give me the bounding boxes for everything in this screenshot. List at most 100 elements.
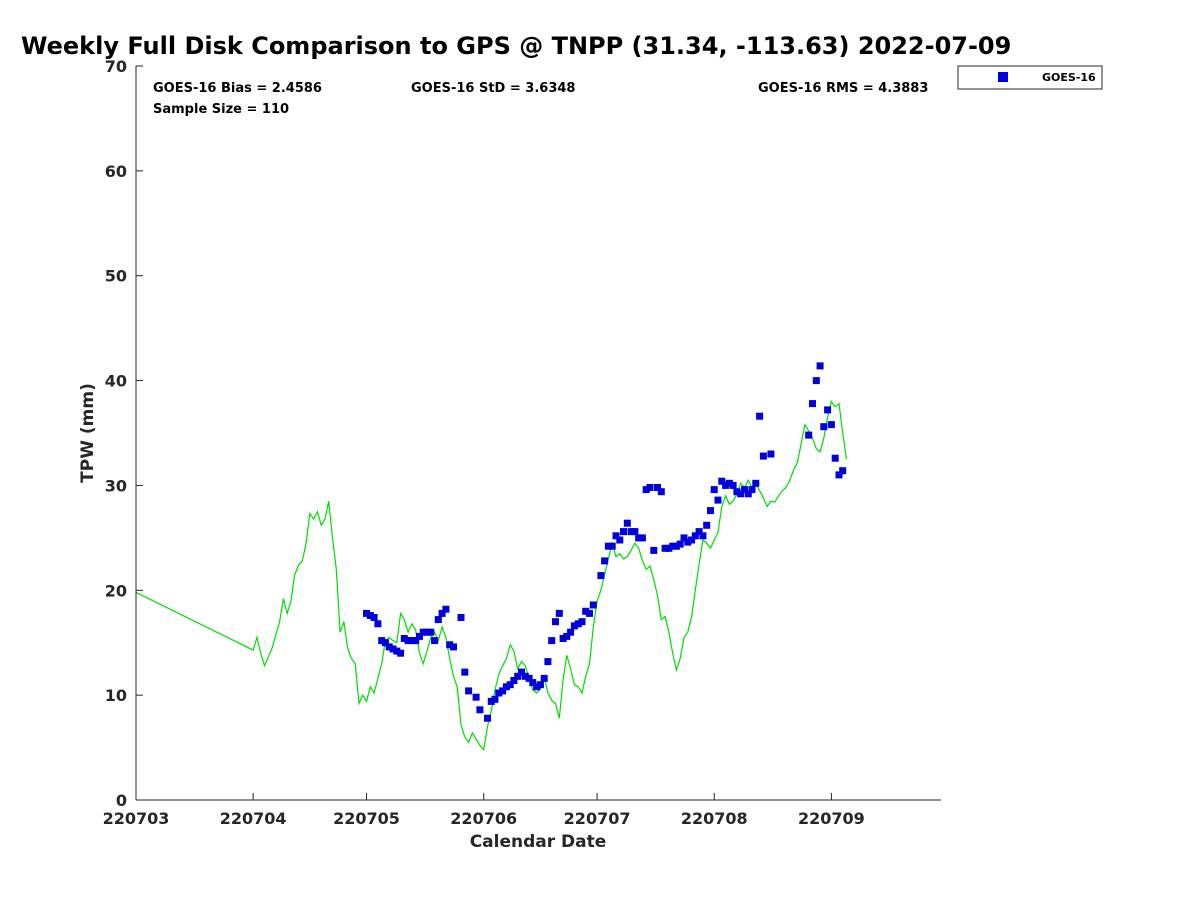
goes16-point: [491, 695, 499, 703]
goes16-point: [623, 519, 631, 527]
x-axis-label: Calendar Date: [470, 832, 607, 852]
goes16-point: [397, 649, 405, 657]
goes16-point: [748, 486, 756, 494]
goes16-point: [536, 681, 544, 689]
goes16-point: [722, 481, 730, 489]
goes16-point: [646, 484, 654, 491]
goes16-point: [570, 622, 578, 630]
goes16-point: [661, 544, 669, 552]
goes16-point: [378, 637, 386, 645]
goes16-point: [366, 612, 374, 619]
goes16-point: [642, 486, 650, 494]
x-tick-label: 220706: [450, 809, 517, 828]
goes16-point: [835, 471, 843, 479]
goes16-point: [752, 479, 760, 487]
goes16-point: [812, 377, 820, 385]
y-tick-label: 20: [105, 581, 127, 600]
goes16-point: [638, 534, 646, 542]
y-tick-label: 70: [105, 57, 127, 76]
goes16-point: [612, 532, 620, 540]
stat-rms: GOES-16 RMS = 4.3883: [758, 81, 928, 96]
legend-marker: [998, 72, 1008, 82]
goes16-point: [499, 687, 507, 695]
x-tick-label: 220704: [220, 809, 287, 828]
goes16-point: [431, 637, 439, 645]
goes16-point: [408, 637, 416, 645]
goes16-point: [650, 546, 658, 554]
goes16-point: [718, 477, 726, 485]
goes16-point: [688, 536, 696, 544]
goes16-point: [446, 641, 454, 649]
y-tick-label: 0: [116, 791, 127, 810]
axes: [135, 66, 941, 801]
goes16-point: [540, 674, 548, 682]
goes16-point: [831, 454, 839, 462]
goes16-point: [434, 616, 442, 624]
goes16-point: [669, 542, 677, 550]
goes16-point: [389, 645, 397, 653]
goes16-point: [385, 643, 393, 651]
goes16-point: [616, 536, 624, 544]
x-tick-label: 220705: [333, 809, 400, 828]
goes16-point: [707, 507, 714, 515]
goes16-point: [363, 609, 370, 617]
goes16-point: [680, 534, 688, 542]
goes16-point: [756, 412, 764, 420]
goes16-point: [552, 618, 559, 626]
y-ticks: 0 10 20 30 40 50 60 70: [105, 57, 143, 810]
goes16-point: [759, 452, 767, 460]
x-tick-label: 220707: [564, 809, 631, 828]
goes16-point: [654, 484, 661, 491]
goes16-point: [627, 528, 635, 536]
goes16-point: [506, 681, 514, 689]
goes16-point: [423, 628, 431, 636]
goes16-point: [548, 637, 556, 645]
stat-bias: GOES-16 Bias = 2.4586: [153, 81, 322, 96]
goes16-point: [518, 668, 525, 676]
x-tick-label: 220708: [681, 809, 748, 828]
goes16-point: [427, 628, 435, 636]
goes16-point: [608, 542, 616, 550]
legend: GOES-16: [957, 65, 1103, 90]
goes16-point: [578, 618, 586, 626]
goes16-point: [703, 521, 711, 529]
goes16-point: [620, 528, 627, 536]
x-tick-label: 220709: [798, 809, 865, 828]
goes16-point: [416, 632, 423, 640]
goes16-point: [567, 628, 575, 636]
y-tick-label: 40: [105, 372, 127, 391]
goes16-point: [809, 400, 816, 408]
goes16-point: [438, 609, 446, 617]
goes16-point: [691, 532, 699, 540]
goes16-point: [733, 488, 741, 496]
x-tick-label: 220703: [103, 809, 170, 828]
x-ticks: 220703 220704 220705 220706 220707 220708 2207…: [103, 793, 865, 828]
goes16-point: [381, 639, 389, 647]
goes16-point: [824, 406, 832, 414]
goes16-point: [710, 486, 718, 494]
plot-area: [135, 362, 848, 752]
goes16-point: [597, 572, 605, 580]
gps-tpw-line: [135, 400, 848, 752]
y-tick-label: 60: [105, 162, 127, 181]
goes16-point: [495, 689, 503, 697]
goes16-point: [374, 620, 382, 628]
goes16-point: [404, 637, 412, 645]
legend-box: [957, 65, 1103, 90]
goes16-point: [672, 542, 680, 550]
goes16-point: [555, 609, 563, 617]
stat-sample-size: Sample Size = 110: [153, 102, 289, 117]
goes16-point: [521, 672, 529, 680]
goes16-point: [465, 687, 473, 695]
goes16-point: [827, 421, 835, 429]
goes16-point: [665, 544, 673, 552]
goes16-point: [393, 647, 401, 655]
goes16-point: [533, 683, 541, 691]
goes16-point: [563, 632, 571, 640]
goes16-point: [400, 635, 408, 642]
chart-title: Weekly Full Disk Comparison to GPS @ TNP…: [21, 32, 1011, 60]
goes16-point: [574, 620, 582, 628]
goes16-point: [699, 532, 707, 540]
goes16-point: [559, 635, 567, 642]
legend-label-goes16: GOES-16: [1042, 71, 1096, 84]
